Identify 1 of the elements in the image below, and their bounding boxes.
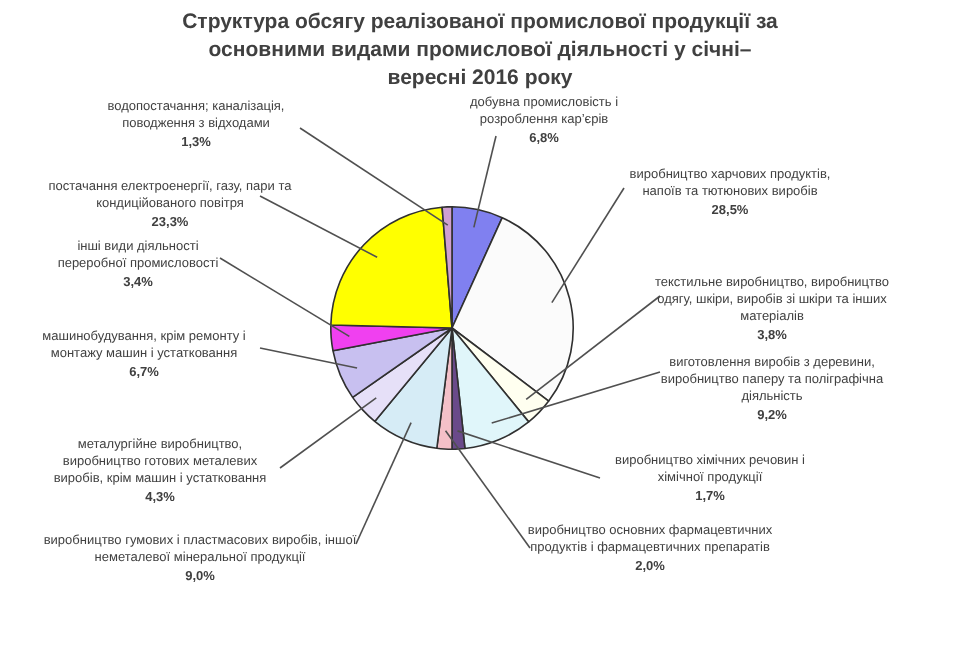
chart-title: Структура обсягу реалізованої промислової продукції за основними видами промислової діяльності у січні–вересні 2016 року: [180, 8, 780, 90]
